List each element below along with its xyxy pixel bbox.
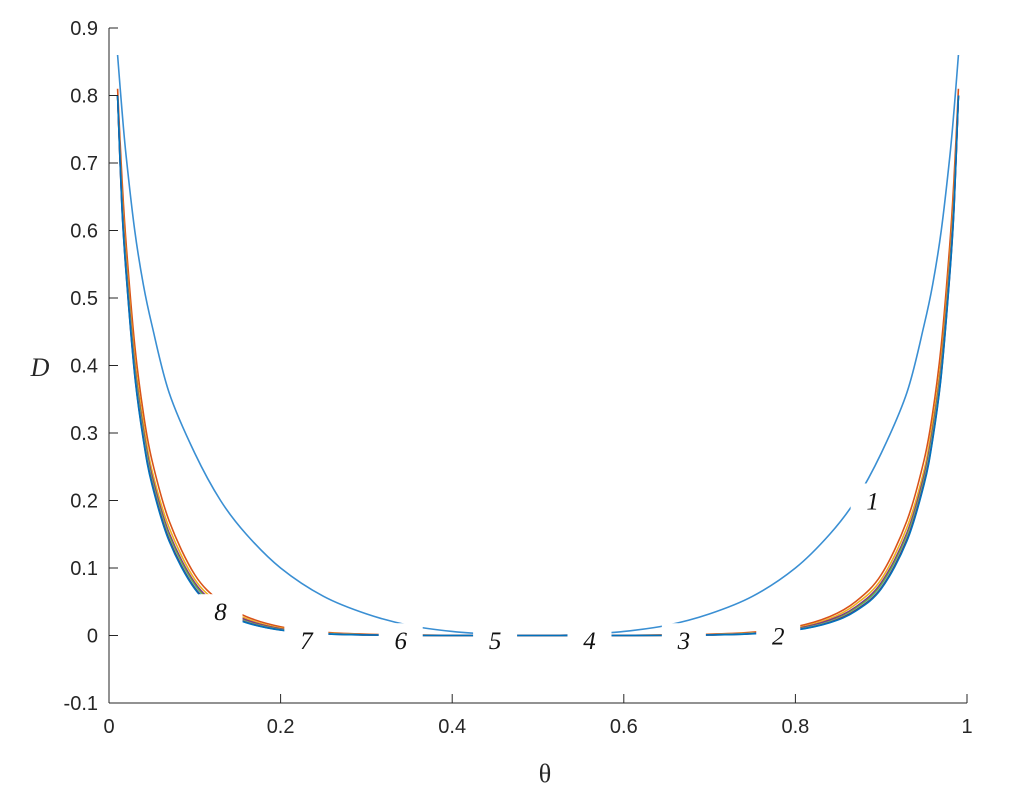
y-tick-label: 0.5 (70, 288, 98, 310)
series-line-7 (116, 95, 960, 637)
x-tick-label: 0.2 (267, 716, 295, 738)
y-tick-label: 0.3 (70, 423, 98, 445)
curve-label-6: 6 (394, 628, 407, 655)
series-line-5 (116, 95, 960, 637)
series-line-4 (116, 95, 960, 637)
x-tick-label: 1 (961, 716, 972, 738)
curve-label-gap (284, 623, 329, 658)
x-tick-label: 0.6 (610, 716, 638, 738)
y-tick-label: 0.9 (70, 18, 98, 40)
curve-labels: 1 2 3 4 5 6 7 8 (198, 483, 895, 658)
y-tick-label: 0.1 (70, 558, 98, 580)
y-tick-label: 0.4 (70, 356, 98, 378)
series-line-2 (116, 88, 960, 637)
curve-label-gap (756, 618, 801, 653)
curve-label-gap (378, 623, 423, 658)
y-axis-title: D (30, 353, 50, 382)
curve-label-5: 5 (489, 628, 502, 655)
curve-label-7: 7 (300, 628, 314, 655)
curve-label-gap (661, 623, 706, 658)
y-tick-label: 0.7 (70, 153, 98, 175)
curve-label-gap (473, 623, 518, 658)
x-tick-label: 0.8 (781, 716, 809, 738)
series-line-3 (116, 95, 960, 637)
axes: 0 0.2 0.4 0.6 0.8 1-0.100.10.20.30.40.50.60.7… (64, 18, 973, 738)
x-tick-label: 0.4 (438, 716, 466, 738)
x-axis-title: θ (539, 759, 551, 788)
curve-label-1: 1 (866, 489, 879, 516)
y-tick-label: 0.6 (70, 221, 98, 243)
y-tick-label: 0.2 (70, 491, 98, 513)
curve-label-gap (850, 483, 895, 518)
x-tick-label: 0 (103, 716, 114, 738)
curve-label-8: 8 (214, 599, 227, 626)
y-tick-label: 0.8 (70, 86, 98, 108)
y-tick-label: -0.1 (64, 693, 98, 715)
curve-label-gap (567, 623, 612, 658)
series-line-1 (116, 54, 960, 637)
series-line-6 (116, 95, 960, 637)
series-line-8 (116, 95, 960, 637)
curves (116, 54, 960, 637)
y-tick-label: 0 (87, 626, 98, 648)
curve-label-3: 3 (677, 628, 691, 655)
curve-label-2: 2 (772, 624, 785, 651)
curve-label-gap (198, 594, 243, 629)
curve-label-4: 4 (583, 628, 596, 655)
